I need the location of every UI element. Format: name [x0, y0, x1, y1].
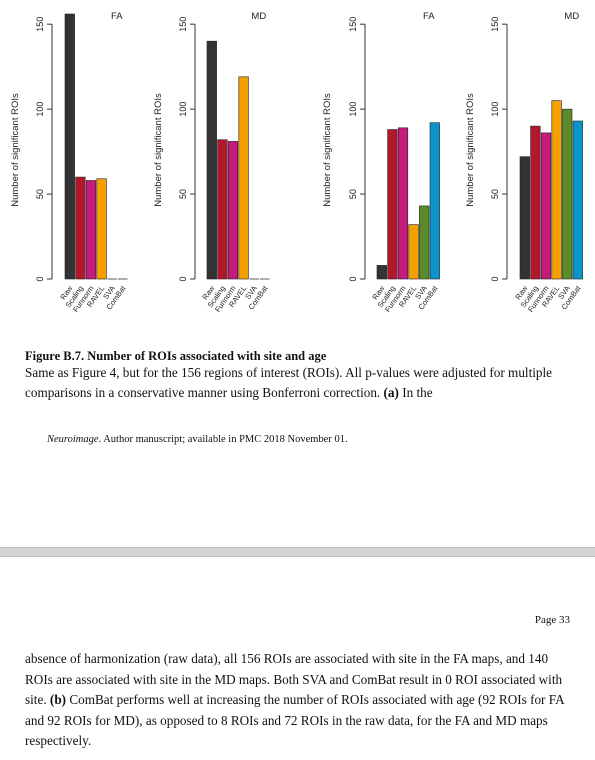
journal-note: . Author manuscript; available in PMC 20… — [98, 434, 348, 445]
bar-scaling — [217, 139, 228, 280]
y-tick-label: 150 — [35, 17, 45, 32]
caption-panel-a: (a) — [383, 385, 399, 400]
panel-b-label: (b) — [49, 692, 67, 707]
y-tick-label: 0 — [35, 276, 45, 281]
continuation-text: absence of harmonization (raw data), all… — [25, 651, 563, 707]
y-tick-label: 150 — [178, 17, 188, 32]
chart-title: MD — [564, 11, 579, 22]
y-tick-label: 150 — [490, 17, 500, 32]
y-axis-label: Number of significant ROIs — [153, 93, 164, 207]
bar-funnorm — [397, 127, 409, 280]
bar-combat — [429, 122, 440, 280]
y-axis-label: Number of significant ROIs — [10, 93, 21, 207]
continuation-text-end: ComBat performs well at increasing the n… — [25, 692, 564, 748]
y-axis-label: Number of significant ROIs — [465, 93, 476, 207]
bar-funnorm — [85, 180, 97, 280]
bar-sva — [419, 205, 430, 280]
y-tick-label: 50 — [178, 189, 188, 199]
continuation-paragraph: absence of harmonization (raw data), all… — [25, 649, 573, 752]
y-tick-label: 50 — [490, 189, 500, 199]
y-tick-label: 0 — [178, 276, 188, 281]
bar-raw — [206, 40, 217, 280]
bar-ravel — [238, 76, 249, 280]
chart-title: MD — [251, 11, 266, 22]
y-tick-label: 50 — [35, 189, 45, 199]
bar-raw — [519, 156, 530, 280]
bar-raw — [64, 13, 75, 280]
chart-title: FA — [111, 11, 123, 22]
chart-title: FA — [423, 11, 435, 22]
bar-scaling — [530, 125, 541, 280]
bar-funnorm — [227, 141, 239, 280]
bar-ravel — [551, 100, 562, 280]
bar-raw — [376, 265, 387, 280]
y-tick-label: 100 — [178, 102, 188, 117]
page-separator — [0, 547, 595, 557]
y-tick-label: 0 — [348, 276, 358, 281]
figure-caption-title: Figure B.7. Number of ROIs associated wi… — [25, 349, 327, 363]
y-tick-label: 0 — [490, 276, 500, 281]
bar-funnorm — [540, 132, 552, 280]
bar-scaling — [75, 176, 86, 280]
y-tick-label: 100 — [490, 102, 500, 117]
figure-caption-body: Same as Figure 4, but for the 156 region… — [25, 363, 570, 403]
bar-sva — [562, 108, 573, 280]
bar-ravel — [408, 224, 419, 280]
bar-combat — [572, 120, 583, 280]
caption-text: Same as Figure 4, but for the 156 region… — [25, 365, 553, 400]
caption-text-end: In the — [398, 385, 433, 400]
journal-footer: Neuroimage. Author manuscript; available… — [47, 434, 348, 445]
bar-scaling — [387, 129, 398, 280]
y-tick-label: 100 — [35, 102, 45, 117]
y-tick-label: 150 — [348, 17, 358, 32]
journal-name: Neuroimage — [47, 434, 99, 445]
y-axis-label: Number of significant ROIs — [322, 93, 333, 207]
y-tick-label: 100 — [348, 102, 358, 117]
bar-ravel — [96, 178, 107, 280]
y-tick-label: 50 — [348, 189, 358, 199]
page-number: Page 33 — [534, 614, 570, 626]
